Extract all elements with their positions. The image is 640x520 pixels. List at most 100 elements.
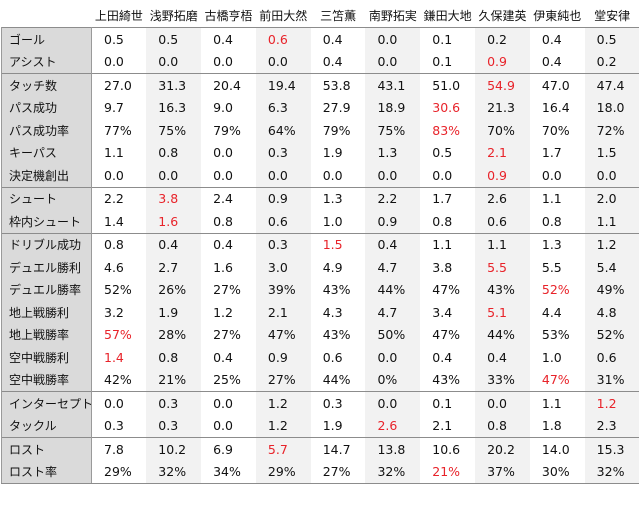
stat-value: 2.4 <box>201 186 256 210</box>
stat-value: 1.5 <box>584 141 640 164</box>
stat-value: 0.0 <box>322 167 343 183</box>
stat-value: 2.6 <box>365 414 421 438</box>
stat-value: 1.7 <box>420 186 476 210</box>
stat-value: 4.7 <box>365 301 421 324</box>
stat-value: 21% <box>420 460 476 484</box>
stat-value: 5.7 <box>255 437 311 461</box>
stat-label: デュエル勝利 <box>1 256 92 279</box>
stat-value: 43% <box>322 282 351 298</box>
stat-value: 47% <box>541 372 570 388</box>
stat-value: 39% <box>255 278 311 301</box>
stat-value: 7.8 <box>91 437 147 461</box>
stat-value: 0.6 <box>475 210 530 233</box>
stat-value: 0.3 <box>310 391 366 415</box>
stat-value: 0.0 <box>104 167 124 183</box>
stat-value: 0.4 <box>146 232 202 256</box>
stat-value: 18.9 <box>365 96 421 119</box>
stat-value: 0.0 <box>91 391 147 415</box>
stat-value: 1.0 <box>322 213 343 229</box>
stat-value: 2.1 <box>475 141 530 164</box>
player-name-header: 久保建英 <box>478 8 527 23</box>
stat-value: 47.4 <box>584 73 640 97</box>
table-header: 上田綺世 浅野拓磨 古橋亨梧 前田大然 三笘薫 南野拓実 鎌田大地 久保建英 伊東純也 堂安律 <box>1 3 640 28</box>
stat-value: 43% <box>322 327 351 343</box>
stat-value: 32% <box>146 460 202 484</box>
stat-row: 決定機創出 0.0 0.0 0.0 0.0 0.0 0.0 0.0 0.9 0.0 0.0 <box>1 164 640 187</box>
stat-value: 1.3 <box>529 232 585 256</box>
stat-value: 5.1 <box>475 301 530 324</box>
stat-row: タッチ数 27.0 31.3 20.4 19.4 53.8 43.1 51.0 54.9 47.0… <box>1 73 640 97</box>
stat-value: 0.6 <box>584 346 640 369</box>
stat-value: 1.1 <box>104 145 124 161</box>
stat-value: 0.0 <box>584 164 640 187</box>
stat-value: 1.4 <box>104 213 124 229</box>
stat-label: 空中戦勝率 <box>1 368 92 392</box>
stat-row: 空中戦勝率 42% 21% 25% 27% 44% 0% 43% 33% 47% 31% <box>1 368 640 392</box>
stat-row: ロスト率 29% 32% 34% 29% 27% 32% 21% 37% 30% 32% <box>1 460 640 484</box>
stat-value: 0.5 <box>584 27 640 51</box>
stat-value: 0.0 <box>213 418 233 434</box>
stat-row: タックル 0.3 0.3 0.0 1.2 1.9 2.6 2.1 0.8 1.8 2.3 <box>1 414 640 438</box>
stat-value: 27.9 <box>322 100 351 116</box>
stat-value: 0.6 <box>322 349 343 365</box>
stat-row: キーパス 1.1 0.8 0.0 0.3 1.9 1.3 0.5 2.1 1.7 1.5 <box>1 141 640 164</box>
stat-value: 44% <box>475 323 530 346</box>
stat-value: 79% <box>213 122 241 138</box>
stat-value: 0.8 <box>146 346 202 369</box>
stat-value: 77% <box>104 122 132 138</box>
stat-row: 空中戦勝利 1.4 0.8 0.4 0.9 0.6 0.0 0.4 0.4 1.0 0.6 <box>1 346 640 369</box>
stat-value: 43% <box>475 278 530 301</box>
stat-value: 52% <box>104 282 132 298</box>
stat-value: 4.7 <box>365 256 421 279</box>
stat-row: パス成功 9.7 16.3 9.0 6.3 27.9 18.9 30.6 21.3 16.4 18.… <box>1 96 640 119</box>
stat-value: 0.2 <box>584 50 640 74</box>
stat-value: 0.0 <box>104 54 124 70</box>
stat-value: 0.9 <box>475 164 530 187</box>
stat-value: 0.5 <box>91 27 147 51</box>
stat-value: 2.1 <box>255 301 311 324</box>
stat-value: 0.0 <box>432 167 453 183</box>
stat-value: 42% <box>104 372 132 388</box>
stat-label: インターセプト <box>1 391 92 415</box>
stat-value: 1.6 <box>213 259 233 275</box>
stat-value: 64% <box>255 119 311 142</box>
stat-label: 空中戦勝利 <box>1 346 92 369</box>
stat-value: 27% <box>213 282 241 298</box>
stat-value: 1.3 <box>310 186 366 210</box>
stat-value: 43.1 <box>365 73 421 97</box>
stat-value: 0.4 <box>322 54 343 70</box>
stat-value: 0.9 <box>255 186 311 210</box>
stat-value: 1.1 <box>584 210 640 233</box>
stat-value: 29% <box>255 460 311 484</box>
stat-value: 54.9 <box>475 73 530 97</box>
stat-value: 26% <box>146 278 202 301</box>
stat-row: デュエル勝率 52% 26% 27% 39% 43% 44% 47% 43% 52% 49% <box>1 278 640 301</box>
stat-value: 47% <box>432 282 461 298</box>
stat-value: 0.4 <box>201 27 256 51</box>
stat-label: タックル <box>1 414 92 438</box>
stat-value: 6.9 <box>201 437 256 461</box>
stat-value: 16.4 <box>541 100 570 116</box>
stat-row: シュート 2.2 3.8 2.4 0.9 1.3 2.2 1.7 2.6 1.1 2.0 <box>1 186 640 210</box>
stat-value: 0.3 <box>146 391 202 415</box>
stat-value: 4.6 <box>104 259 124 275</box>
stat-value: 10.2 <box>146 437 202 461</box>
stat-value: 2.1 <box>432 418 453 434</box>
stat-label: パス成功率 <box>1 119 92 142</box>
stat-value: 0.1 <box>432 54 453 70</box>
stat-value: 49% <box>584 278 640 301</box>
stat-value: 25% <box>213 372 241 388</box>
stat-value: 0.0 <box>475 391 530 415</box>
stat-value: 43% <box>432 372 461 388</box>
stat-value: 1.2 <box>255 391 311 415</box>
stat-value: 83% <box>432 122 461 138</box>
stat-value: 29% <box>91 460 147 484</box>
stat-value: 3.8 <box>432 259 453 275</box>
player-name-header: 南野拓実 <box>368 8 417 23</box>
stat-row: アシスト 0.0 0.0 0.0 0.0 0.4 0.0 0.1 0.9 0.4 0.2 <box>1 50 640 74</box>
stat-value: 1.4 <box>104 349 124 365</box>
stat-value: 0.0 <box>146 50 202 74</box>
stat-value: 27% <box>255 368 311 392</box>
stat-value: 28% <box>146 323 202 346</box>
stat-value: 1.9 <box>322 418 343 434</box>
